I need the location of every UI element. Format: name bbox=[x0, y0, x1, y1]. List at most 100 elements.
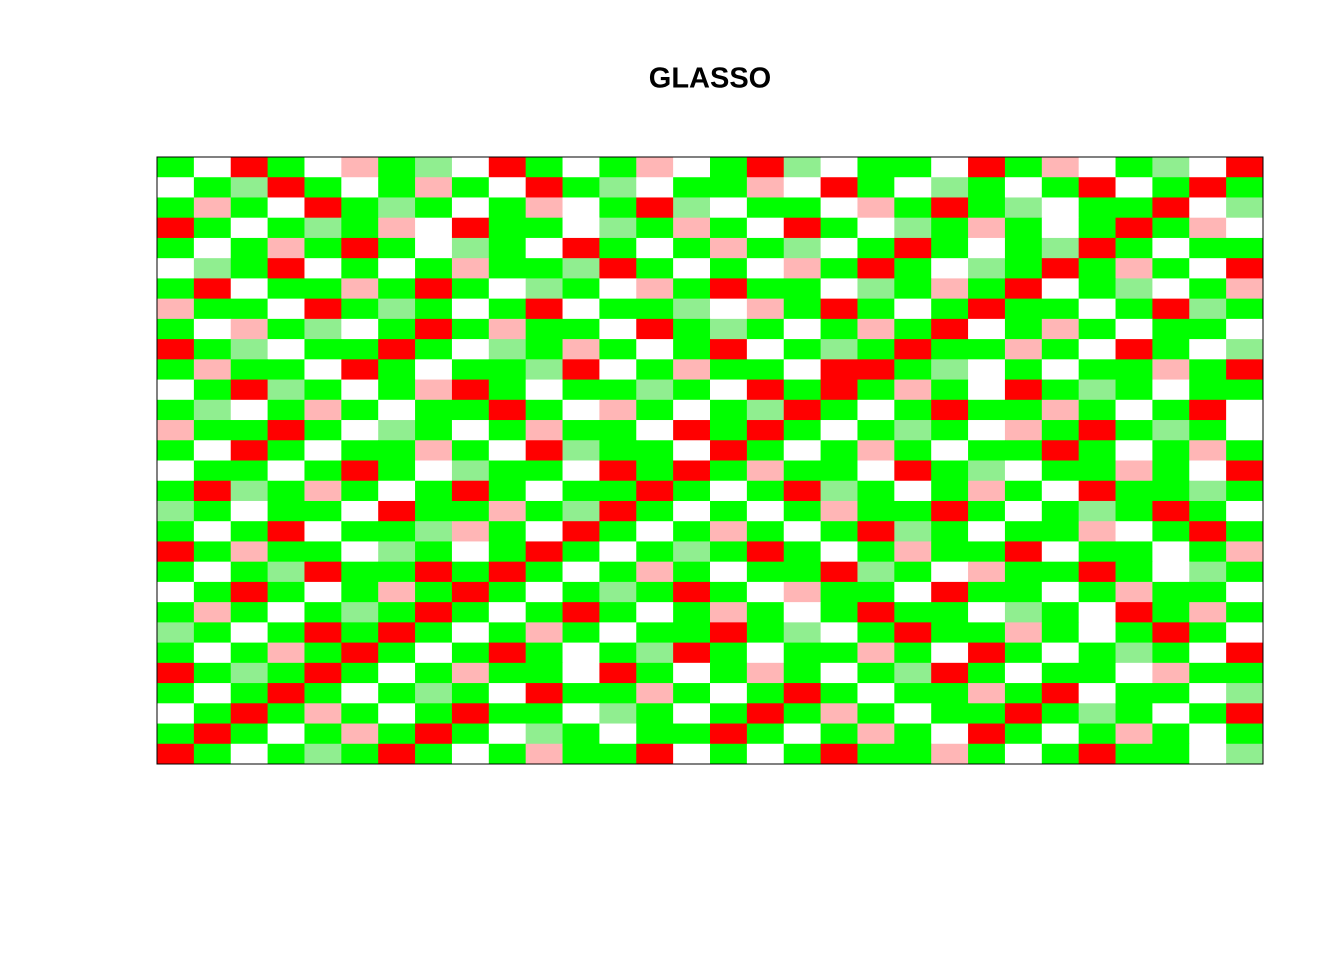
heatmap-cell bbox=[1189, 339, 1227, 360]
heatmap-cell bbox=[894, 399, 932, 421]
heatmap-cell bbox=[267, 561, 305, 583]
heatmap-cell bbox=[894, 480, 932, 502]
heatmap-cell bbox=[783, 379, 822, 401]
heatmap-cell bbox=[673, 622, 711, 644]
heatmap-cell bbox=[894, 541, 932, 563]
heatmap-cell bbox=[746, 420, 785, 441]
heatmap-cell bbox=[1152, 258, 1190, 279]
heatmap-cell bbox=[304, 278, 342, 300]
heatmap-cell bbox=[230, 642, 269, 664]
heatmap-cell bbox=[673, 723, 711, 745]
heatmap-cell bbox=[894, 420, 932, 441]
heatmap-cell bbox=[415, 622, 453, 644]
heatmap-cell bbox=[1152, 662, 1190, 684]
heatmap-cell bbox=[1004, 743, 1043, 765]
heatmap-cell bbox=[193, 581, 232, 603]
heatmap-cell bbox=[1004, 683, 1043, 704]
heatmap-cell bbox=[1226, 298, 1264, 320]
heatmap-cell bbox=[1152, 157, 1190, 178]
heatmap-cell bbox=[710, 298, 748, 320]
heatmap-cell bbox=[378, 339, 416, 360]
heatmap-cell bbox=[968, 602, 1006, 623]
heatmap-cell bbox=[968, 197, 1006, 219]
heatmap-cell bbox=[193, 217, 232, 239]
heatmap-cell bbox=[710, 379, 748, 401]
heatmap-cell bbox=[1115, 258, 1153, 279]
heatmap-cell bbox=[267, 379, 305, 401]
heatmap-cell bbox=[599, 258, 637, 279]
heatmap-cell bbox=[157, 743, 195, 765]
heatmap-cell bbox=[820, 622, 858, 644]
heatmap-cell bbox=[1189, 460, 1227, 482]
heatmap-cell bbox=[525, 217, 564, 239]
heatmap-cell bbox=[1152, 561, 1190, 583]
heatmap-cell bbox=[230, 521, 269, 542]
heatmap-cell bbox=[378, 662, 416, 684]
heatmap-cell bbox=[451, 278, 490, 300]
heatmap-cell bbox=[341, 460, 379, 482]
heatmap-cell bbox=[193, 177, 232, 198]
heatmap-cell bbox=[157, 703, 195, 725]
heatmap-cell bbox=[1041, 278, 1080, 300]
heatmap-cell bbox=[746, 298, 785, 320]
heatmap-cell bbox=[230, 561, 269, 583]
heatmap-cell bbox=[230, 278, 269, 300]
heatmap-cell bbox=[1152, 379, 1190, 401]
heatmap-cell bbox=[968, 541, 1006, 563]
heatmap-cell bbox=[1152, 703, 1190, 725]
heatmap-cell bbox=[1152, 500, 1190, 522]
heatmap-cell bbox=[931, 622, 969, 644]
heatmap-cell bbox=[525, 662, 564, 684]
heatmap-cell bbox=[1152, 420, 1190, 441]
heatmap-cell bbox=[710, 561, 748, 583]
heatmap-cell bbox=[451, 602, 490, 623]
heatmap-cell bbox=[820, 298, 858, 320]
heatmap-cell bbox=[193, 440, 232, 461]
heatmap-cell bbox=[710, 157, 748, 178]
heatmap-cell bbox=[820, 339, 858, 360]
heatmap-cell bbox=[1226, 581, 1264, 603]
heatmap-cell bbox=[746, 683, 785, 704]
heatmap-cell bbox=[341, 359, 379, 381]
heatmap-cell bbox=[968, 399, 1006, 421]
heatmap-cell bbox=[599, 683, 637, 704]
heatmap-cell bbox=[1115, 561, 1153, 583]
heatmap-cell bbox=[157, 339, 195, 360]
heatmap-cell bbox=[746, 703, 785, 725]
heatmap-cell bbox=[378, 237, 416, 259]
heatmap-cell bbox=[415, 258, 453, 279]
heatmap-cell bbox=[378, 743, 416, 765]
heatmap-cell bbox=[525, 541, 564, 563]
heatmap-cell bbox=[267, 258, 305, 279]
heatmap-cell bbox=[451, 258, 490, 279]
heatmap-cell bbox=[783, 339, 822, 360]
heatmap-cell bbox=[857, 298, 895, 320]
heatmap-cell bbox=[415, 683, 453, 704]
heatmap-cell bbox=[710, 197, 748, 219]
heatmap-cell bbox=[857, 237, 895, 259]
heatmap-cell bbox=[931, 379, 969, 401]
heatmap-cell bbox=[157, 500, 195, 522]
heatmap-cell bbox=[1152, 197, 1190, 219]
heatmap-cell bbox=[1004, 399, 1043, 421]
heatmap-cell bbox=[636, 743, 674, 765]
heatmap-cell bbox=[157, 521, 195, 542]
heatmap-cell bbox=[341, 399, 379, 421]
heatmap-cell bbox=[1189, 521, 1227, 542]
heatmap-cell bbox=[304, 662, 342, 684]
heatmap-cell bbox=[968, 379, 1006, 401]
heatmap-cell bbox=[1078, 500, 1117, 522]
heatmap-cell bbox=[783, 743, 822, 765]
heatmap-cell bbox=[968, 743, 1006, 765]
heatmap-cell bbox=[1226, 642, 1264, 664]
heatmap-cell bbox=[599, 177, 637, 198]
heatmap-cell bbox=[451, 177, 490, 198]
heatmap-cell bbox=[415, 723, 453, 745]
heatmap-cell bbox=[1004, 622, 1043, 644]
heatmap-cell bbox=[378, 420, 416, 441]
heatmap-cell bbox=[1226, 662, 1264, 684]
heatmap-cell bbox=[1041, 157, 1080, 178]
heatmap-cell bbox=[1041, 399, 1080, 421]
heatmap-cell bbox=[1115, 359, 1153, 381]
